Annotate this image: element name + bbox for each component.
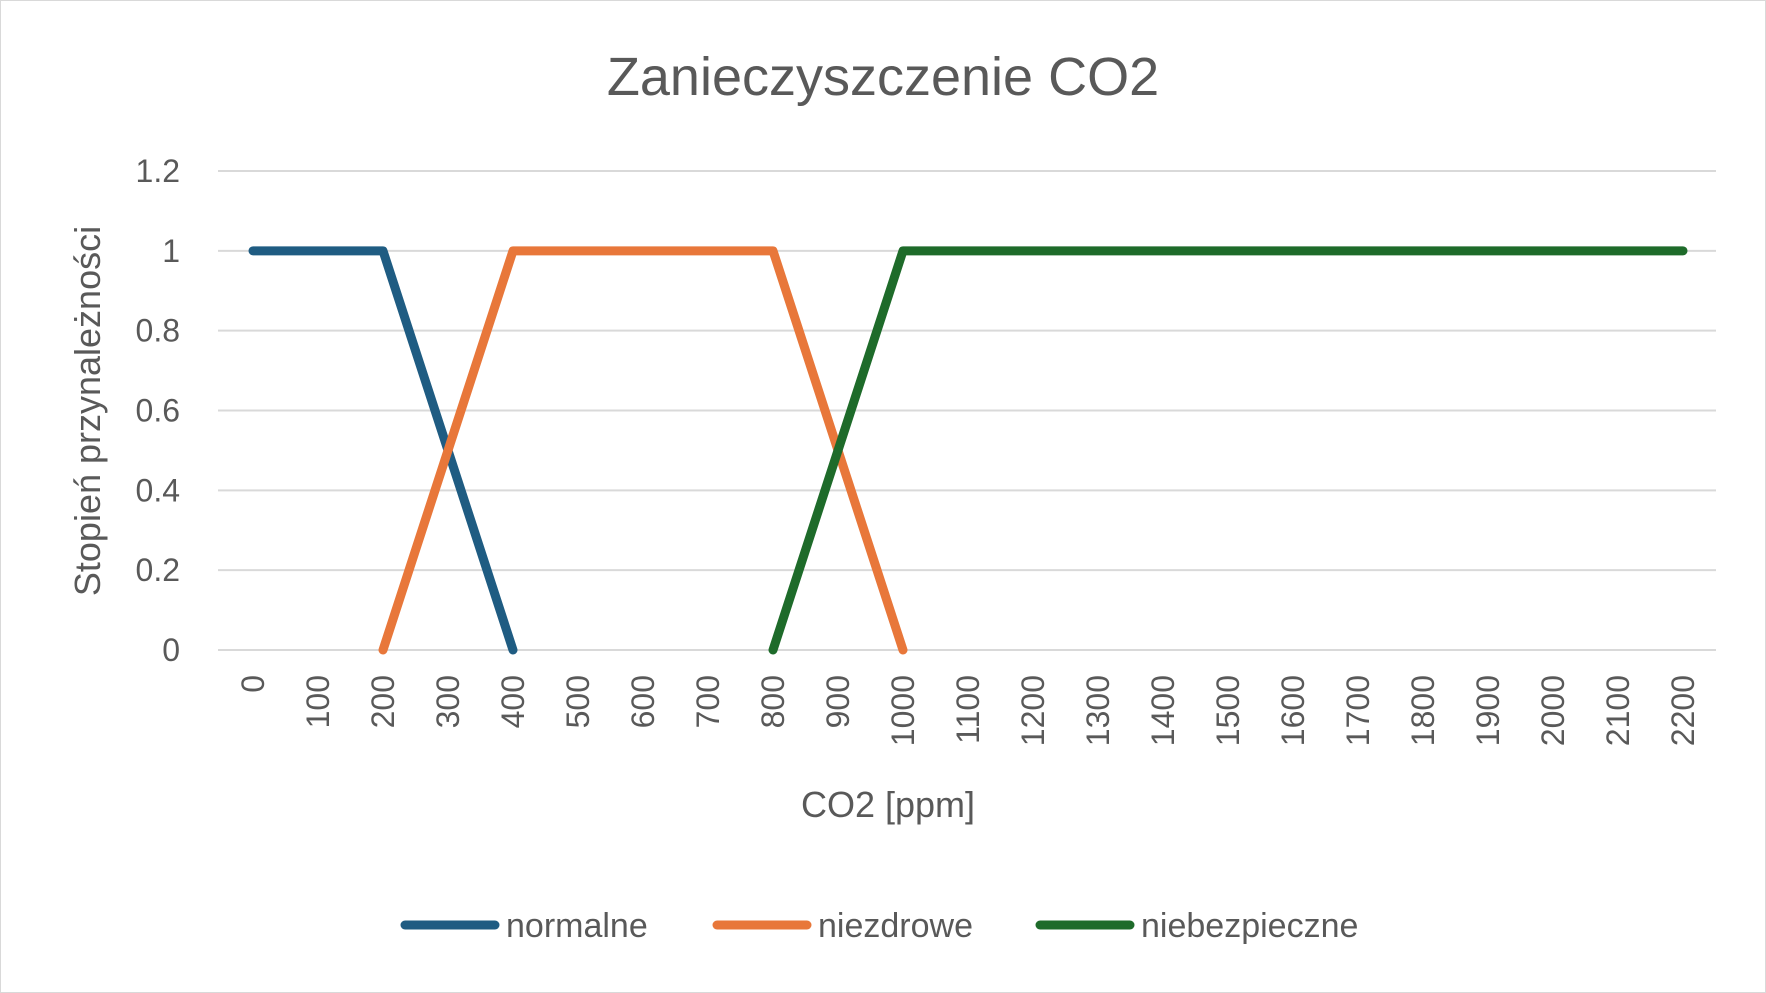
y-tick-label: 1 bbox=[162, 233, 180, 269]
y-tick-label: 0.2 bbox=[136, 552, 180, 588]
x-tick-label: 1000 bbox=[885, 675, 921, 746]
x-tick-label: 1500 bbox=[1210, 675, 1246, 746]
gridlines bbox=[218, 170, 1716, 651]
x-tick-label: 400 bbox=[495, 675, 531, 728]
y-tick-label: 0.6 bbox=[136, 393, 180, 429]
x-tick-label: 200 bbox=[365, 675, 401, 728]
x-tick-label: 2100 bbox=[1600, 675, 1636, 746]
x-axis-ticks: 0 100 200 300 400 500 600 700 800 900 1000 1100 1200… bbox=[235, 675, 1701, 746]
x-tick-label: 1800 bbox=[1405, 675, 1441, 746]
x-tick-label: 100 bbox=[300, 675, 336, 728]
x-tick-label: 600 bbox=[625, 675, 661, 728]
y-axis-ticks: 0 0.2 0.4 0.6 0.8 1 1.2 bbox=[136, 153, 180, 668]
legend-label: normalne bbox=[506, 907, 648, 945]
x-tick-label: 2200 bbox=[1665, 675, 1701, 746]
y-axis-title: Stopień przynależności bbox=[67, 226, 108, 596]
x-tick-label: 500 bbox=[560, 675, 596, 728]
series-lines bbox=[248, 246, 1688, 655]
y-tick-label: 0.4 bbox=[136, 472, 180, 508]
y-tick-label: 0 bbox=[162, 632, 180, 668]
x-tick-label: 2000 bbox=[1535, 675, 1571, 746]
series-line-normalne bbox=[248, 246, 518, 655]
chart-title: Zanieczyszczenie CO2 bbox=[607, 47, 1159, 107]
x-tick-label: 1300 bbox=[1080, 675, 1116, 746]
x-tick-label: 1700 bbox=[1340, 675, 1376, 746]
x-tick-label: 300 bbox=[430, 675, 466, 728]
x-tick-label: 700 bbox=[690, 675, 726, 728]
legend: normalne niezdrowe niebezpieczne bbox=[400, 907, 1358, 945]
y-tick-label: 0.8 bbox=[136, 313, 180, 349]
x-tick-label: 1400 bbox=[1145, 675, 1181, 746]
x-tick-label: 900 bbox=[820, 675, 856, 728]
x-tick-label: 1200 bbox=[1015, 675, 1051, 746]
x-axis-title: CO2 [ppm] bbox=[801, 784, 975, 825]
legend-label: niezdrowe bbox=[818, 907, 973, 945]
legend-label: niebezpieczne bbox=[1141, 907, 1358, 945]
x-tick-label: 1900 bbox=[1470, 675, 1506, 746]
x-tick-label: 800 bbox=[755, 675, 791, 728]
x-tick-label: 1100 bbox=[950, 675, 986, 744]
series-line-niebezpieczne bbox=[768, 246, 1688, 655]
y-tick-label: 1.2 bbox=[136, 153, 180, 189]
series-line-niezdrowe bbox=[378, 246, 908, 655]
x-tick-label: 1600 bbox=[1275, 675, 1311, 746]
x-tick-label: 0 bbox=[235, 675, 271, 693]
